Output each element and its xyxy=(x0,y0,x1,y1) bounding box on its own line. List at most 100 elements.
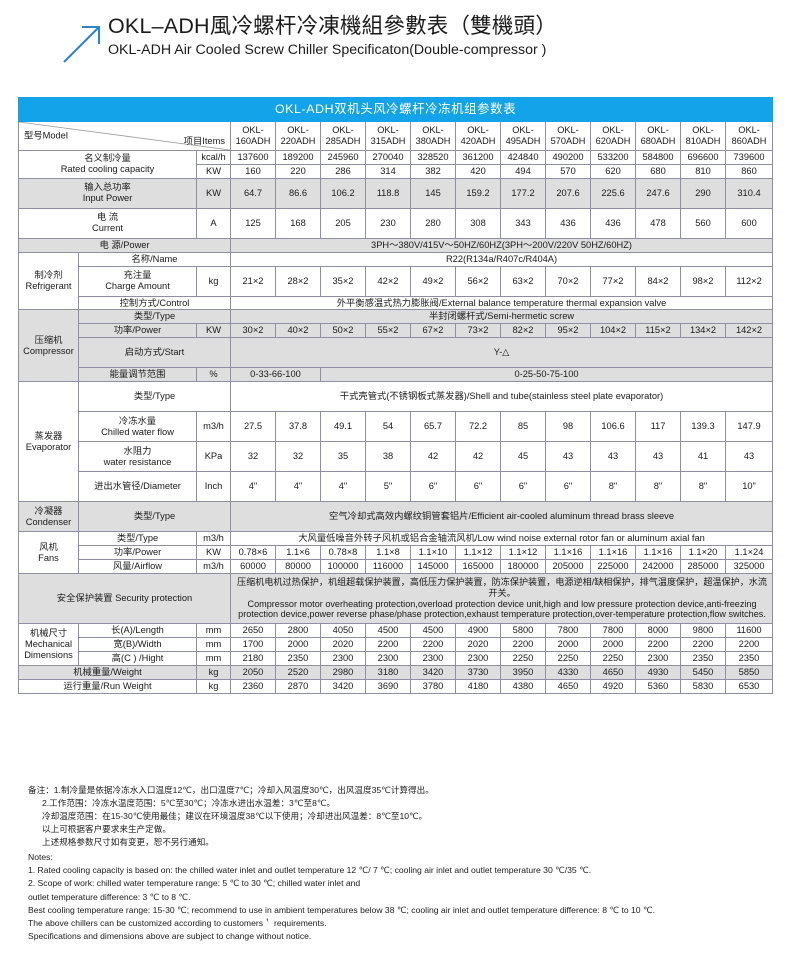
note-en-6: Specifications and dimensions above are … xyxy=(28,930,312,941)
label-condenser-type: 类型/Type xyxy=(78,501,231,533)
cell: 3180 xyxy=(365,665,411,681)
cell: 225000 xyxy=(590,559,636,575)
cell: 420 xyxy=(455,163,501,179)
model-prefix: OKL- xyxy=(738,124,760,135)
cell: 160 xyxy=(230,163,276,179)
label-power-supply: 电 源/Power xyxy=(18,237,231,253)
cell: 35×2 xyxy=(320,265,366,297)
title-block: OKL–ADH風冷螺杆冷凍機組參數表（雙機頭） OKL-ADH Air Cool… xyxy=(108,14,557,60)
label-security-protection: 安全保护装置 Security protection xyxy=(18,573,231,625)
model-col-11: OKL- 860ADH xyxy=(724,120,774,151)
value-compressor-type: 半封闭螺杆式/Semi-hermetic screw xyxy=(229,309,774,325)
cell: 310.4 xyxy=(724,177,774,209)
cell: 2200 xyxy=(680,637,726,653)
cell: 43 xyxy=(635,441,681,473)
model-col-4: OKL- 380ADH xyxy=(410,120,456,151)
cell: 104×2 xyxy=(590,323,636,339)
row-refrigerant-control: 控制方式/Control 外平衡感温式热力膨胀阀/External balanc… xyxy=(19,295,774,311)
cell: 11600 xyxy=(724,623,774,639)
cell: 60000 xyxy=(230,559,276,575)
cell: 10" xyxy=(724,471,774,503)
unit: kg xyxy=(196,265,231,297)
label-weight: 机械重量/Weight xyxy=(18,665,197,681)
row-fan-airflow: 风量/Airflow m3/h 60000 80000 100000 11600… xyxy=(19,559,774,575)
label-compressor-start: 启动方式/Start xyxy=(78,337,231,369)
cell: 50×2 xyxy=(320,323,366,339)
page-title-cn: OKL–ADH風冷螺杆冷凍機組參數表（雙機頭） xyxy=(108,14,557,38)
cell: 424840 xyxy=(500,149,546,165)
page-title-en: OKL-ADH Air Cooled Screw Chiller Specifi… xyxy=(108,42,547,59)
cell: 314 xyxy=(365,163,411,179)
cell: 67×2 xyxy=(410,323,456,339)
label-cn: 名义制冷量 xyxy=(84,153,131,164)
cell: 1.1×24 xyxy=(724,545,774,561)
cell: 54 xyxy=(365,411,411,443)
cell: 4930 xyxy=(635,665,681,681)
row-water-resistance: 水阻力 water resistance KPa 32 32 35 38 42 … xyxy=(19,441,774,473)
cell: 42 xyxy=(455,441,501,473)
label-width: 宽(B)/Width xyxy=(78,637,197,653)
model-col-0: OKL- 160ADH xyxy=(230,120,276,151)
cell: 2300 xyxy=(455,651,501,667)
cell: 6530 xyxy=(724,679,774,694)
cell: 2300 xyxy=(320,651,366,667)
cell: 325000 xyxy=(724,559,774,575)
cell: 2200 xyxy=(635,637,681,653)
cell: 4" xyxy=(230,471,276,503)
spec-table-wrapper: OKL-ADH双机头风冷螺杆冷冻机组参数表 型号Model 项目Items OK… xyxy=(17,97,774,694)
cell: 247.6 xyxy=(635,177,681,209)
cell: 3690 xyxy=(365,679,411,694)
group-fans: 风机 Fans xyxy=(18,531,79,575)
unit: mm xyxy=(196,637,231,653)
cell: 21×2 xyxy=(230,265,276,297)
value-fan-type: 大风量低噪音外转子风机或铝合金轴流风机/Low wind noise exter… xyxy=(229,531,774,547)
cell: 1.1×12 xyxy=(455,545,501,561)
cell: 49×2 xyxy=(410,265,456,297)
cell: 86.6 xyxy=(275,177,321,209)
cell: 43 xyxy=(590,441,636,473)
label-cn: 电 流 xyxy=(96,212,119,223)
row-evaporator-type: 蒸发器 Evaporator 类型/Type 干式壳管式(不锈钢板式蒸发器)/S… xyxy=(18,381,774,503)
cell: 3420 xyxy=(320,679,366,694)
row-compressor-power: 功率/Power KW 30×2 40×2 50×2 55×2 67×2 73×… xyxy=(19,323,774,339)
cell: 290 xyxy=(680,177,726,209)
cell: 2520 xyxy=(275,665,321,681)
cell: 100000 xyxy=(320,559,366,575)
cell: 118.8 xyxy=(365,177,411,209)
cell: 270040 xyxy=(365,149,411,165)
table-banner: OKL-ADH双机头风冷螺杆冷冻机组参数表 xyxy=(17,97,774,122)
model-prefix: OKL- xyxy=(242,124,264,135)
label-fan-power: 功率/Power xyxy=(78,545,197,561)
row-height: 高(C ) /Hight mm 2180 2350 2300 2300 2300… xyxy=(19,651,774,667)
cell: 225.6 xyxy=(590,177,636,209)
cell: 73×2 xyxy=(455,323,501,339)
cell: 0.78×8 xyxy=(320,545,366,561)
group-dimensions: 机械尺寸 Mechanical Dimensions xyxy=(18,623,79,667)
model-suffix: 570ADH xyxy=(550,135,586,146)
label-en: Input Power xyxy=(82,193,133,204)
cell: 98 xyxy=(545,411,591,443)
group-compressor: 压缩机 Compressor xyxy=(18,309,79,383)
cell: 5360 xyxy=(635,679,681,694)
cell: 2300 xyxy=(365,651,411,667)
label-evaporator-type: 类型/Type xyxy=(78,381,231,413)
cell: 6" xyxy=(500,471,546,503)
cell: 2800 xyxy=(275,623,321,639)
model-header-row: 型号Model 项目Items OKL- 160ADH OKL- 220ADH OK… xyxy=(18,120,774,151)
label-cn: 输入总功率 xyxy=(84,182,131,193)
value-security-protection: 压缩机电机过热保护，机组超载保护装置，高低压力保护装置，防冻保护装置，电源逆相/… xyxy=(229,573,774,625)
cell: 1.1×16 xyxy=(545,545,591,561)
row-compressor-type: 压缩机 Compressor 类型/Type 半封闭螺杆式/Semi-herme… xyxy=(18,309,774,383)
model-suffix: 160ADH xyxy=(235,135,271,146)
cell: 600 xyxy=(724,207,774,239)
model-col-7: OKL- 570ADH xyxy=(545,120,591,151)
cell: 147.9 xyxy=(724,411,774,443)
cell: 134×2 xyxy=(680,323,726,339)
cell: 43 xyxy=(545,441,591,473)
cell: 85 xyxy=(500,411,546,443)
cell: 1700 xyxy=(230,637,276,653)
note-cn-2: 2.工作范围：冷冻水温度范围：5℃至30℃；冷冻水进出水温差：3℃至8℃。 xyxy=(42,798,336,809)
cell: 1.1×16 xyxy=(590,545,636,561)
cell: 45 xyxy=(500,441,546,473)
unit-kcal: kcal/h xyxy=(196,149,231,165)
